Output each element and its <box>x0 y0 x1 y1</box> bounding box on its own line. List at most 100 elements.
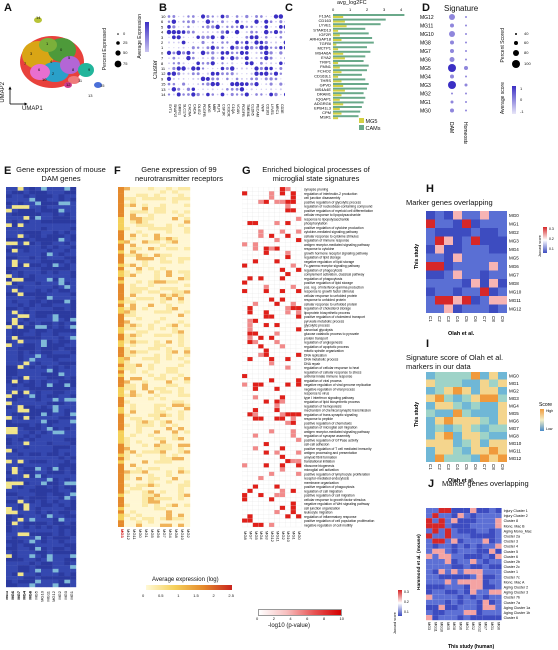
heat-cell <box>274 187 280 192</box>
heat-cell <box>476 610 483 616</box>
dot <box>279 51 283 55</box>
percent-expressed-title: Percent Expressed <box>102 28 108 71</box>
heat-cell <box>23 219 30 224</box>
heat-cell <box>35 550 42 555</box>
heat-cell <box>118 523 125 527</box>
heat-cell <box>52 288 59 293</box>
heat-cell <box>252 522 259 528</box>
heat-cell <box>136 210 143 214</box>
heat-cell <box>279 356 286 362</box>
heat-cell <box>118 317 125 321</box>
dot <box>259 45 264 50</box>
heat-cell <box>23 427 30 431</box>
heat-cell <box>498 279 507 288</box>
heat-cell <box>295 467 302 472</box>
heat-cell <box>58 532 65 537</box>
heat-cell <box>172 307 179 311</box>
term-label: positive regulation of phagocytosis <box>304 485 355 489</box>
heat-cell <box>435 211 444 220</box>
heat-cell <box>178 290 185 294</box>
dot <box>167 15 171 18</box>
heat-cell <box>160 267 167 271</box>
heat-cell <box>252 284 259 290</box>
heat-cell <box>295 250 302 256</box>
heat-cell <box>64 288 71 293</box>
heat-cell <box>142 417 149 421</box>
heat-cell <box>268 352 275 358</box>
dot <box>187 25 190 29</box>
heat-cell <box>285 450 291 455</box>
heat-cell <box>41 528 48 533</box>
dot <box>464 83 468 87</box>
heat-cell <box>470 533 477 539</box>
heat-cell <box>58 496 65 500</box>
heat-cell <box>495 548 502 554</box>
heat-cell <box>471 379 480 387</box>
heat-cell <box>41 565 48 570</box>
heat-cell <box>498 379 507 387</box>
y-axis-label: This study <box>414 402 420 427</box>
heat-cell <box>462 417 471 425</box>
heat-cell <box>58 227 65 231</box>
heat-cell <box>290 225 297 230</box>
heat-cell <box>58 565 65 570</box>
heat-cell <box>279 220 286 226</box>
heat-cell <box>124 250 131 254</box>
heat-cell <box>279 301 286 307</box>
heat-cell <box>41 197 48 202</box>
heat-cell <box>495 594 502 600</box>
heat-cell <box>118 433 125 438</box>
heat-cell <box>124 437 131 441</box>
bar-cams <box>333 60 364 62</box>
heat-cell <box>29 248 36 253</box>
heat-cell <box>64 245 71 250</box>
heat-cell <box>295 297 302 302</box>
heat-cell <box>470 569 477 575</box>
heat-cell <box>64 412 71 417</box>
heat-cell <box>263 450 270 455</box>
heat-cell <box>142 383 149 388</box>
heat-cell <box>70 365 77 370</box>
heat-cell <box>258 212 264 217</box>
heat-cell <box>268 322 275 328</box>
heat-cell <box>46 296 53 300</box>
heat-cell <box>178 230 185 234</box>
dot <box>280 57 282 59</box>
heat-cell <box>35 365 42 370</box>
heat-cell <box>285 488 291 494</box>
panel-h: H Marker genes overlapping MG0 MG1 MG2 MG3 M… <box>392 183 558 338</box>
heat-cell <box>58 576 65 580</box>
heat-cell <box>64 310 71 315</box>
heat-cell <box>470 523 477 529</box>
heat-cell <box>184 383 191 388</box>
heat-cell <box>70 277 77 282</box>
heat-cell <box>64 576 71 580</box>
heat-cell <box>285 437 291 443</box>
heat-cell <box>6 252 13 257</box>
heat-cell <box>124 433 131 438</box>
heat-cell <box>124 293 131 298</box>
heat-cell <box>172 383 179 388</box>
heat-cell <box>52 314 59 319</box>
heat-cell <box>6 496 13 500</box>
heat-cell <box>166 250 173 254</box>
heat-cell <box>136 273 143 278</box>
heat-cell <box>154 233 161 238</box>
heat-cell <box>52 492 59 497</box>
heat-cell <box>498 296 507 305</box>
heat-cell <box>35 230 42 235</box>
heat-cell <box>142 227 149 231</box>
heat-cell <box>184 243 191 248</box>
heat-cell <box>23 277 30 282</box>
gene-label: MBP <box>212 104 216 112</box>
heat-cell <box>184 457 191 461</box>
heat-cell <box>11 543 18 548</box>
heat-cell <box>471 228 480 237</box>
heat-cell <box>166 450 173 454</box>
term-label: pos. reg. of interferon-gamma production <box>304 285 364 289</box>
heat-cell <box>426 610 433 616</box>
heat-cell <box>274 250 280 256</box>
dot <box>171 35 176 40</box>
heat-cell <box>252 297 259 302</box>
heat-cell <box>426 523 433 529</box>
